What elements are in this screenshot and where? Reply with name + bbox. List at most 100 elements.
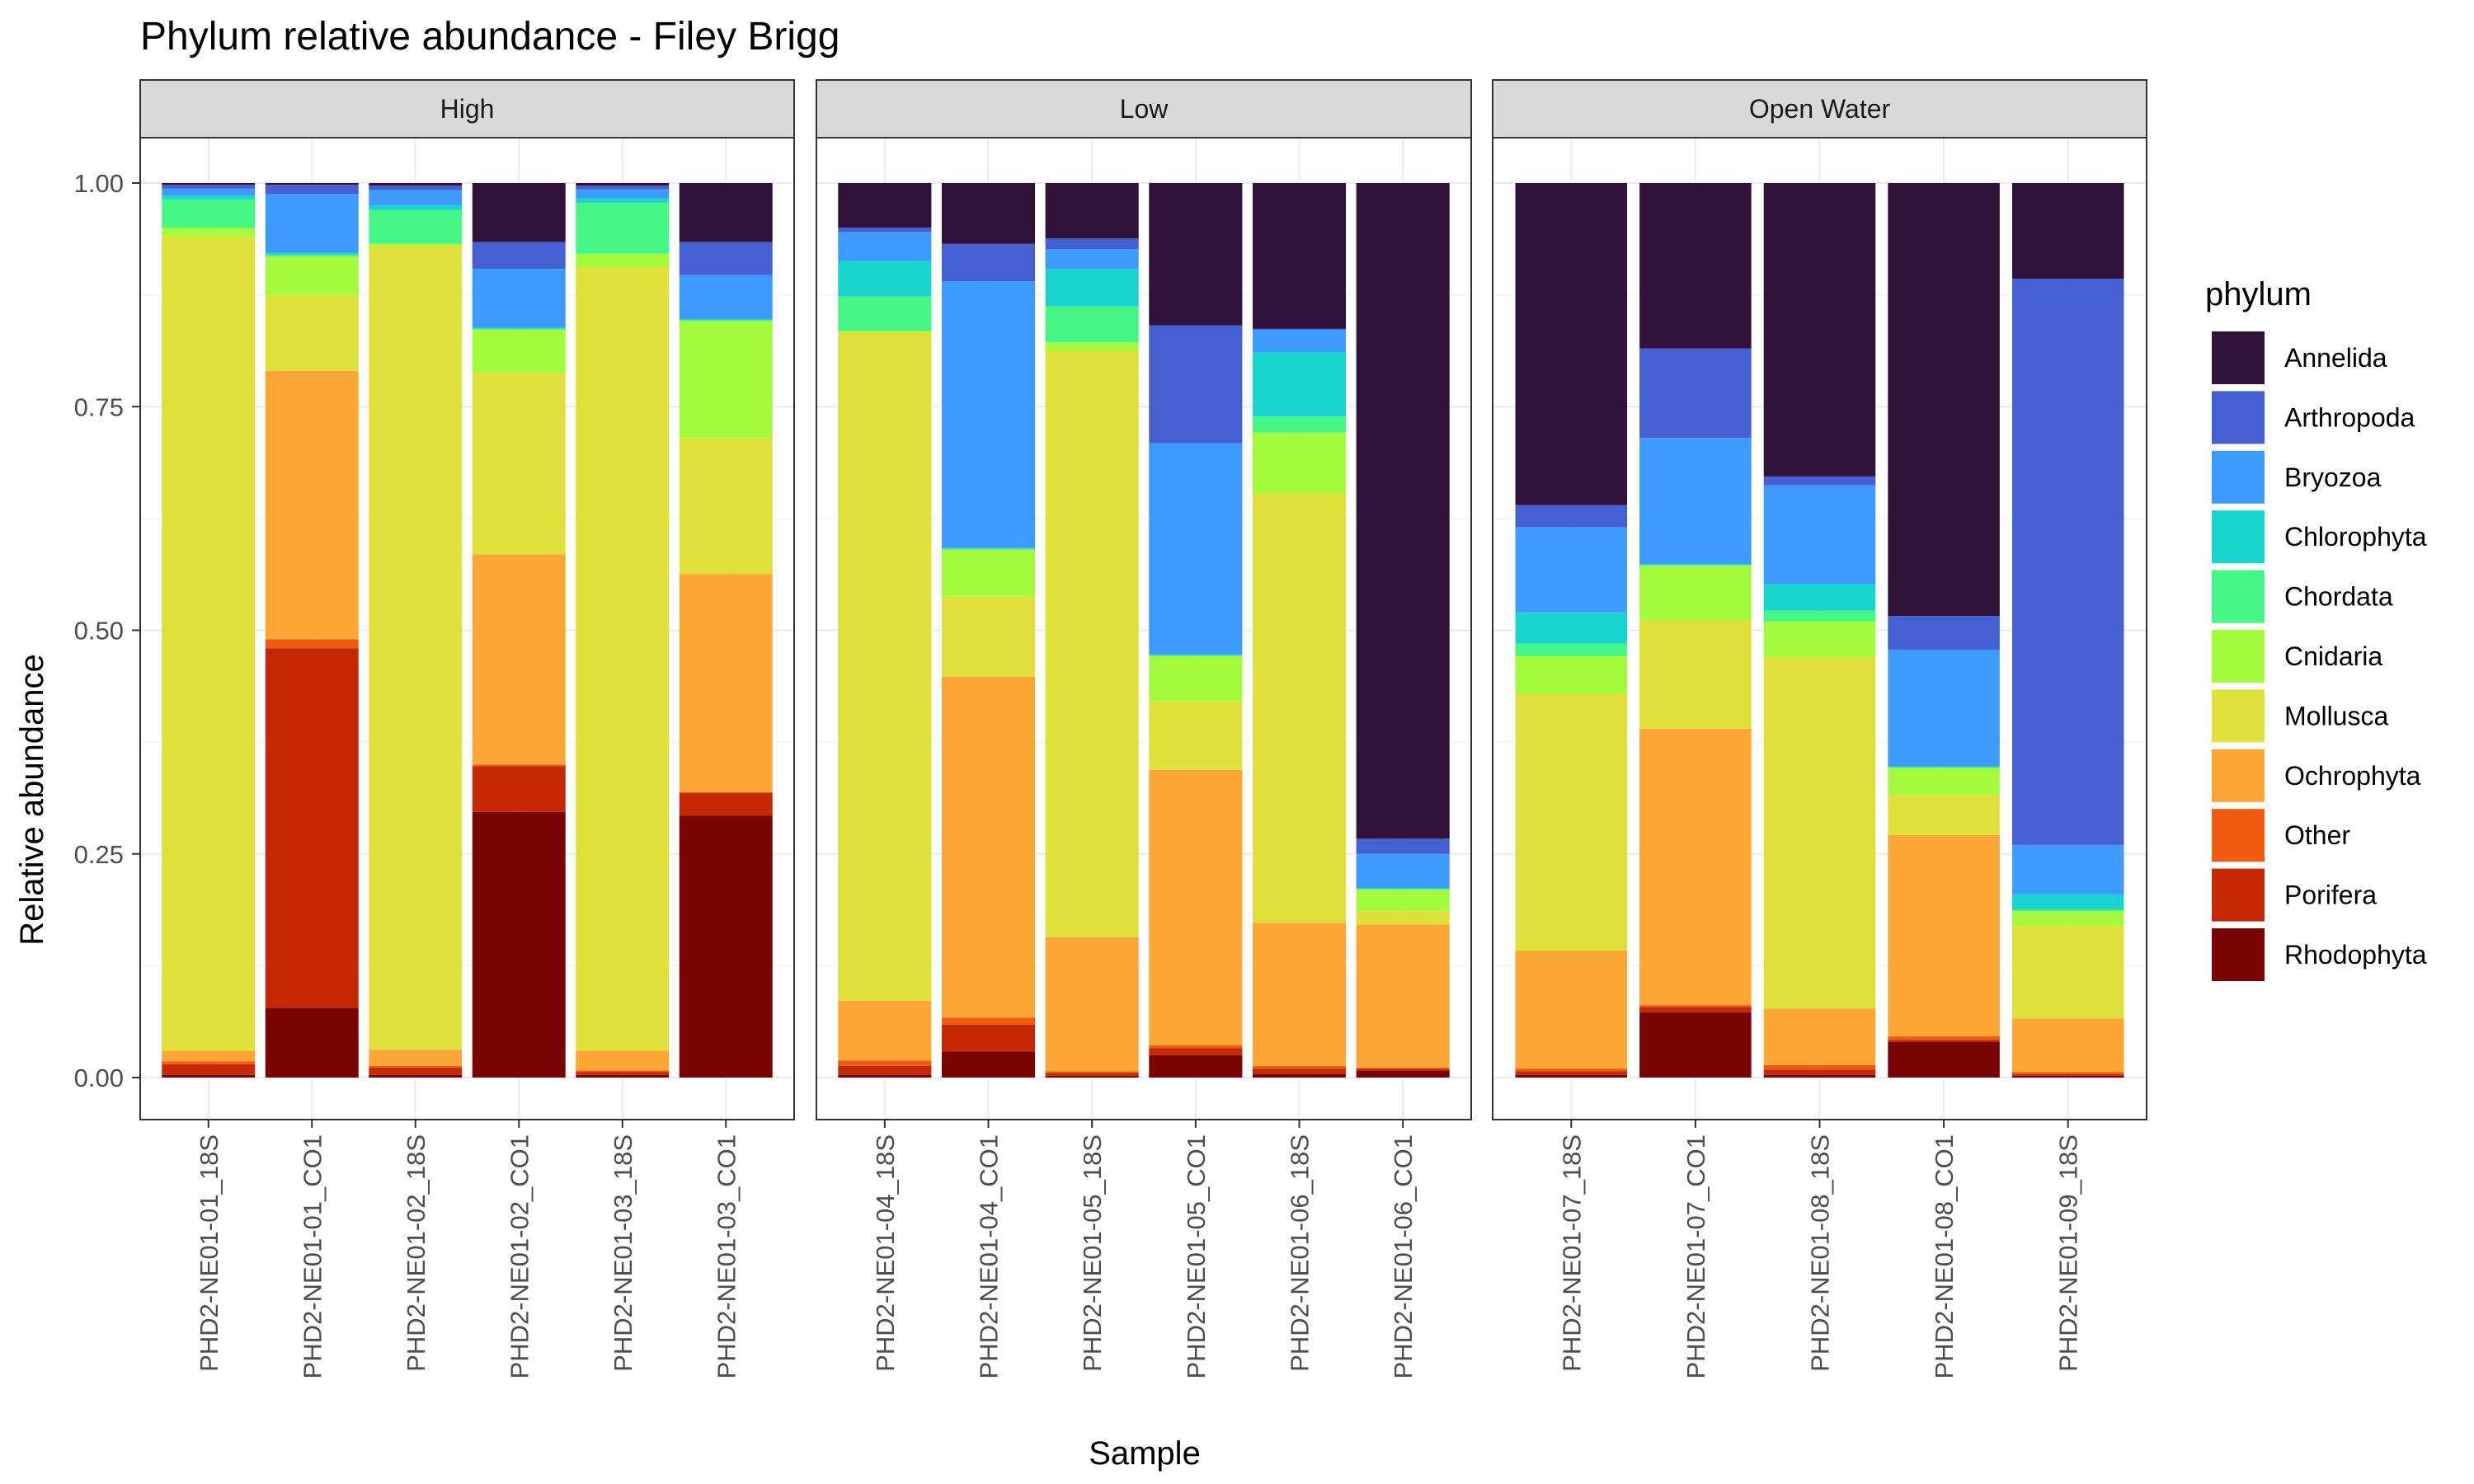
bar-segment-other	[1763, 1064, 1876, 1070]
bar-segment-annelida	[369, 183, 463, 186]
legend-item-porifera: Porifera	[2212, 868, 2377, 922]
bar-segment-annelida	[576, 183, 670, 186]
x-tick-label: PHD2-NE01-01_CO1	[298, 1134, 327, 1378]
legend: phylum Annelida Arthropoda Bryozoa Chloroph…	[2205, 276, 2427, 981]
x-tick-label: PHD2-NE01-08_CO1	[1930, 1134, 1959, 1378]
bar-segment-mollusca	[1639, 620, 1752, 729]
bar-phd2-ne01-08-co1	[1888, 183, 2000, 1078]
bar-segment-chordata	[1252, 416, 1347, 433]
y-axis: 0.00 0.25 0.50 0.75 1.00	[74, 169, 140, 1092]
bar-segment-bryozoa	[1356, 853, 1450, 888]
bar-segment-porifera	[265, 648, 359, 1008]
x-tick-label: PHD2-NE01-02_18S	[402, 1134, 430, 1372]
bar-phd2-ne01-07-18s	[1515, 183, 1628, 1078]
bar-segment-porifera	[576, 1072, 670, 1075]
legend-key	[2212, 749, 2265, 802]
bar-phd2-ne01-06-co1	[1356, 183, 1450, 1078]
legend-key	[2212, 510, 2265, 564]
bar-segment-cnidaria	[1515, 655, 1628, 694]
bar-segment-arthropoda	[1515, 505, 1628, 528]
bar-segment-mollusca	[941, 596, 1036, 677]
bar-segment-bryozoa	[265, 194, 359, 253]
x-tick-label: PHD2-NE01-02_CO1	[505, 1134, 534, 1378]
facet-panel-low: Low PHD2-NE01-04_18S PHD2-NE01-04_CO1 PHD2-…	[816, 79, 1472, 1378]
bar-segment-chordata	[1149, 655, 1243, 656]
bar-segment-ochrophyta	[1356, 924, 1450, 1068]
bar-segment-cnidaria	[679, 321, 773, 439]
bar-segment-ochrophyta	[472, 554, 566, 765]
bar-segment-chlorophyta	[2011, 894, 2124, 910]
bar-segment-chlorophyta	[1356, 887, 1450, 890]
bar-phd2-ne01-02-18s	[369, 183, 463, 1078]
bar-segment-annelida	[1149, 183, 1243, 326]
bar-segment-annelida	[679, 183, 773, 242]
bar-segment-arthropoda	[1252, 328, 1347, 330]
bar-segment-arthropoda	[576, 186, 670, 190]
bar-segment-chordata	[1639, 565, 1752, 566]
bar-segment-cnidaria	[2011, 911, 2124, 926]
legend-key	[2212, 391, 2265, 444]
x-tick-label: PHD2-NE01-06_CO1	[1389, 1134, 1418, 1378]
legend-item-arthropoda: Arthropoda	[2212, 391, 2415, 444]
bar-segment-chlorophyta	[1045, 269, 1139, 307]
bar-segment-bryozoa	[679, 275, 773, 319]
bar-phd2-ne01-01-co1	[265, 183, 359, 1078]
bar-segment-arthropoda	[838, 228, 932, 232]
bar-segment-porifera	[941, 1024, 1036, 1052]
bar-segment-other	[1045, 1071, 1139, 1073]
bar-segment-mollusca	[162, 237, 256, 1051]
bar-segment-ochrophyta	[1763, 1008, 1876, 1065]
bar-segment-annelida	[1252, 183, 1347, 329]
bar-segment-rhodophyta	[1356, 1070, 1450, 1078]
x-tick-label: PHD2-NE01-05_18S	[1078, 1134, 1107, 1372]
bar-segment-annelida	[162, 183, 256, 186]
bar-segment-bryozoa	[162, 188, 256, 196]
bar-segment-bryozoa	[1639, 438, 1752, 565]
x-tick-label: PHD2-NE01-01_18S	[195, 1134, 223, 1372]
bar-segment-rhodophyta	[265, 1007, 359, 1078]
bar-segment-rhodophyta	[1252, 1073, 1347, 1078]
legend-key	[2212, 928, 2265, 981]
bar-segment-chlorophyta	[369, 205, 463, 210]
bar-segment-bryozoa	[2011, 844, 2124, 895]
y-tick-label: 0.25	[74, 840, 124, 869]
bar-segment-mollusca	[679, 438, 773, 575]
bar-segment-cnidaria	[941, 549, 1036, 597]
bar-segment-ochrophyta	[1515, 950, 1628, 1069]
legend-item-mollusca: Mollusca	[2212, 689, 2388, 743]
bar-segment-chordata	[679, 320, 773, 322]
legend-item-other: Other	[2212, 809, 2350, 862]
legend-item-ochrophyta: Ochrophyta	[2212, 749, 2421, 802]
bar-segment-arthropoda	[941, 243, 1036, 282]
x-tick-label: PHD2-NE01-06_18S	[1286, 1134, 1315, 1372]
bar-segment-rhodophyta	[472, 811, 566, 1078]
bar-phd2-ne01-05-co1	[1149, 183, 1243, 1078]
bar-segment-cnidaria	[472, 329, 566, 373]
bar-segment-arthropoda	[1639, 348, 1752, 439]
bar-segment-porifera	[1763, 1069, 1876, 1075]
y-tick-label: 0.50	[74, 617, 124, 646]
legend-key	[2212, 630, 2265, 683]
bar-segment-chlorophyta	[265, 252, 359, 255]
x-axis-title: Sample	[1089, 1435, 1201, 1472]
bar-segment-arthropoda	[1356, 838, 1450, 854]
bar-segment-mollusca	[838, 332, 932, 1001]
legend-item-chordata: Chordata	[2212, 570, 2393, 623]
bar-segment-ochrophyta	[1045, 937, 1139, 1072]
bar-segment-cnidaria	[1763, 621, 1876, 658]
legend-label: Cnidaria	[2284, 641, 2382, 671]
bar-phd2-ne01-07-co1	[1639, 183, 1752, 1078]
y-tick-label: 1.00	[74, 169, 124, 198]
x-tick-label: PHD2-NE01-07_CO1	[1681, 1134, 1710, 1378]
bar-segment-chlorophyta	[576, 198, 670, 203]
bar-segment-other	[472, 764, 566, 767]
bar-segment-other	[2011, 1072, 2124, 1074]
bar-segment-other	[1515, 1068, 1628, 1072]
bar-segment-other	[1639, 1005, 1752, 1007]
bar-segment-bryozoa	[576, 189, 670, 199]
bar-segment-mollusca	[472, 373, 566, 555]
bar-segment-rhodophyta	[1639, 1012, 1752, 1078]
bar-segment-chordata	[1763, 610, 1876, 622]
bar-segment-porifera	[162, 1064, 256, 1075]
